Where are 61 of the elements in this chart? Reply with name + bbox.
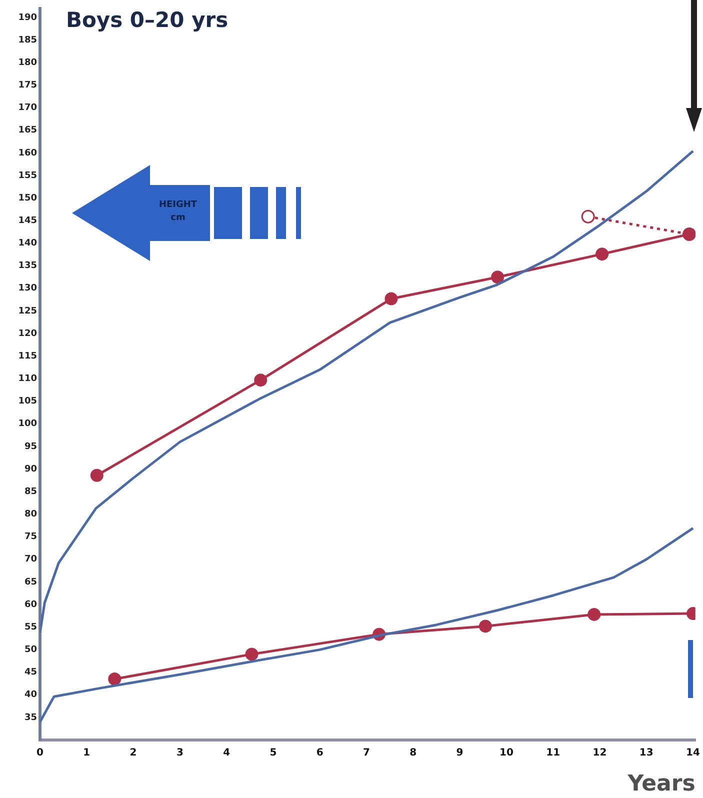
y-tick-label: 35 <box>24 712 37 723</box>
annotation: cm <box>170 212 186 225</box>
x-tick-label: 10 <box>499 748 514 759</box>
y-tick-label: 65 <box>24 577 37 588</box>
x-tick-label: 12 <box>592 748 607 759</box>
point <box>581 210 595 224</box>
point <box>478 620 492 633</box>
y-tick-label: 75 <box>24 532 37 542</box>
y-tick-label: 185 <box>18 35 37 46</box>
y-tick-label: 50 <box>24 645 37 656</box>
x-tick-label: 7 <box>363 748 370 759</box>
y-tick-label: 190 <box>18 12 37 23</box>
x-axis-title: Years <box>626 772 696 797</box>
chart-title: Boys 0–20 yrs <box>66 8 228 32</box>
y-tick-label: 180 <box>18 58 37 68</box>
y-tick-label: 60 <box>24 600 37 610</box>
x-tick-label: 13 <box>639 748 654 759</box>
x-tick-label: 11 <box>546 748 560 759</box>
y-tick-label: 175 <box>18 80 37 91</box>
point <box>108 672 122 686</box>
y-tick-label: 55 <box>24 622 37 632</box>
x-tick-label: 4 <box>223 748 230 759</box>
point <box>254 374 268 387</box>
y-tick-label: 70 <box>24 554 37 565</box>
point <box>245 648 258 661</box>
x-tick-label: 8 <box>410 748 417 759</box>
x-tick-label: 14 <box>686 748 700 759</box>
y-tick-label: 155 <box>18 170 37 181</box>
y-tick-label: 90 <box>24 464 37 474</box>
x-tick-label: 3 <box>176 748 184 759</box>
y-tick-label: 165 <box>18 126 37 136</box>
x-tick-label: 0 <box>36 748 44 759</box>
y-tick-label: 145 <box>18 216 37 226</box>
y-tick-label: 120 <box>18 328 37 339</box>
x-tick-label: 5 <box>270 748 277 759</box>
y-tick-label: 95 <box>24 442 37 452</box>
y-tick-label: 130 <box>18 284 37 294</box>
x-tick-label: 6 <box>316 748 324 759</box>
y-tick-label: 160 <box>18 148 37 158</box>
point <box>384 292 398 306</box>
x-tick-label: 2 <box>130 748 137 759</box>
y-tick-label: 45 <box>24 668 37 678</box>
y-tick-label: 100 <box>18 419 37 430</box>
annotation: HEIGHT <box>158 199 198 212</box>
y-tick-label: 115 <box>18 351 37 362</box>
x-tick-label: 1 <box>83 748 90 759</box>
y-tick-label: 170 <box>18 103 37 114</box>
y-tick-label: 110 <box>18 374 37 384</box>
y-tick-label: 125 <box>18 306 37 316</box>
point <box>588 608 601 621</box>
point <box>596 248 609 261</box>
point <box>90 468 104 482</box>
y-tick-label: 150 <box>18 193 37 204</box>
y-tick-label: 80 <box>24 510 37 520</box>
x-tick-label: 9 <box>456 748 464 759</box>
y-tick-label: 105 <box>18 396 37 407</box>
point <box>491 270 504 284</box>
y-tick-label: 135 <box>18 261 37 272</box>
y-tick-label: 85 <box>24 486 37 497</box>
y-tick-label: 40 <box>24 690 37 700</box>
y-tick-label: 140 <box>18 238 37 249</box>
